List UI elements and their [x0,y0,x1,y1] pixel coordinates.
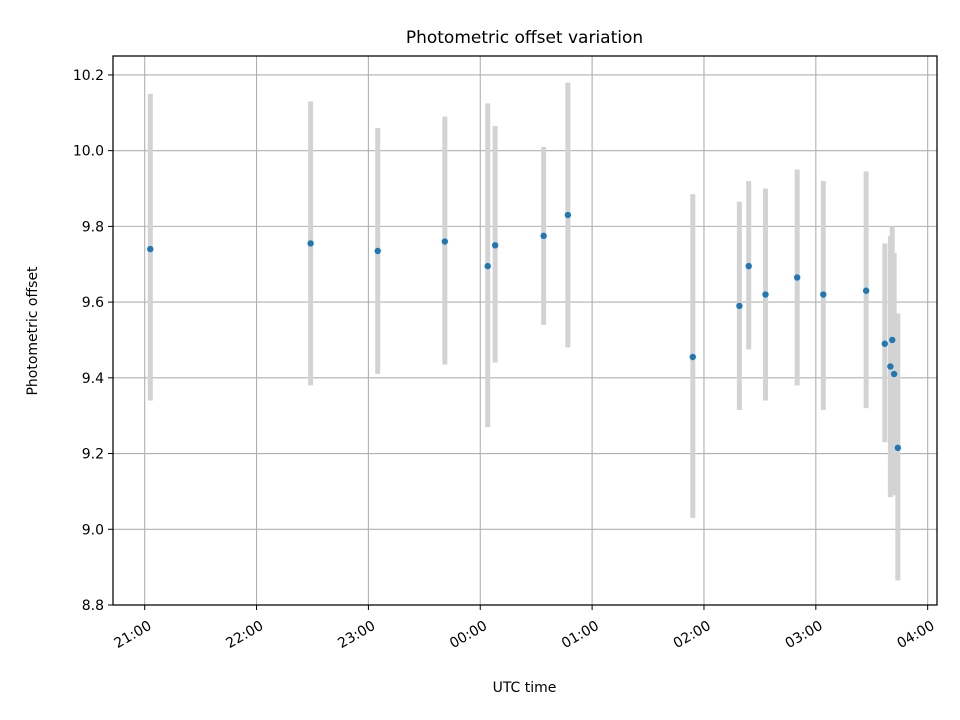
y-tick-label: 10.0 [73,144,104,160]
data-point [441,238,449,245]
chart-title: Photometric offset variation [406,28,643,48]
data-point [147,245,154,253]
data-point [564,211,572,219]
data-point [820,291,827,298]
y-tick-label: 9.0 [82,522,104,538]
data-point [894,444,902,452]
y-tick-label: 9.8 [82,219,104,235]
y-axis-ticks: 8.8 9.0 9.2 9.4 9.6 9.8 10.0 10.2 [73,68,113,614]
data-point [484,262,491,270]
y-tick-label: 9.2 [82,447,104,463]
data-point [862,287,870,294]
data-point [540,232,547,240]
data-point [793,274,801,281]
y-tick-label: 9.6 [82,295,104,311]
data-points [147,211,902,452]
data-point [890,370,898,378]
data-point [889,336,896,344]
y-axis-label: Photometric offset [25,266,41,396]
data-point [491,242,499,249]
x-axis-label: UTC time [493,680,557,696]
data-point [762,291,769,298]
data-point [307,240,314,247]
data-point [887,363,894,370]
data-point [689,353,696,361]
data-point [745,262,752,270]
y-tick-label: 8.8 [82,598,104,614]
y-tick-label: 9.4 [82,371,104,387]
y-tick-label: 10.2 [73,68,104,84]
data-point [881,340,889,347]
data-point [374,247,381,255]
plot-frame [112,55,938,606]
data-point [736,302,743,310]
